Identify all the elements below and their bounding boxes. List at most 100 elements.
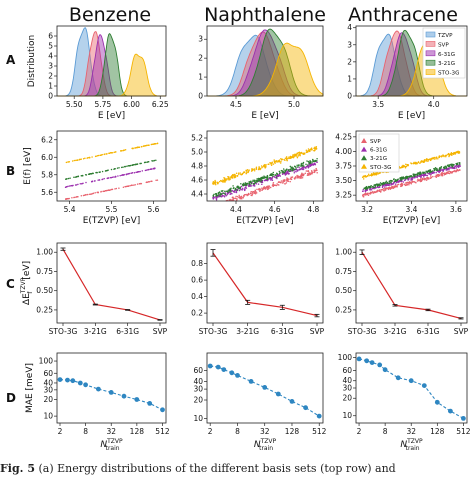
scatter-point — [280, 181, 282, 184]
scatter-point — [362, 188, 365, 191]
x-tick-label: 2 — [208, 427, 213, 436]
scatter-point — [212, 182, 215, 185]
scatter-point — [413, 176, 415, 179]
scatter-point — [237, 172, 240, 174]
scatter-point — [115, 187, 118, 190]
scatter-point — [271, 175, 274, 177]
axes-frame — [206, 242, 324, 324]
scatter-point — [133, 171, 136, 174]
scatter-point — [69, 177, 71, 179]
scatter-point — [315, 145, 318, 148]
mae-line — [210, 365, 320, 417]
scatter-point — [241, 198, 243, 200]
y-tick-label: 4.4 — [191, 190, 203, 199]
y-tick-label: 0 — [48, 92, 53, 101]
scatter-point — [266, 188, 269, 191]
scatter-point — [296, 155, 298, 157]
y-tick-label: 5.6 — [41, 188, 53, 197]
scatter-point — [242, 195, 245, 197]
x-tick-label: 128 — [285, 427, 300, 436]
scatter-point — [150, 143, 153, 146]
scatter-point — [228, 176, 230, 178]
y-tick-label: 0.8 — [191, 259, 203, 268]
scatter-point — [406, 163, 409, 166]
scatter-point — [240, 173, 243, 176]
legend-swatch-3-21g — [425, 59, 436, 66]
axes-frame — [56, 242, 167, 324]
scatter-point — [297, 151, 300, 154]
x-tick-label: 3.5 — [372, 100, 384, 109]
scatter-point — [274, 184, 276, 186]
scatter-point — [309, 164, 312, 166]
mae-point — [356, 356, 362, 362]
scatter-point — [383, 186, 386, 188]
legend-label-3-21g: 3-21G — [370, 156, 387, 162]
scatter-point — [455, 167, 458, 169]
scatter-point — [362, 195, 365, 198]
scatter-point — [270, 164, 273, 167]
scatter-point — [387, 182, 389, 185]
x-tick-label: 4.4 — [230, 205, 242, 214]
mae-point — [147, 401, 153, 406]
error-bar — [92, 303, 98, 306]
scatter-point — [85, 174, 88, 176]
scatter-point — [366, 187, 368, 189]
panel-c-anthracene: STO-3G 3-21G 6-31G SVP 0.25 0.50 0.75 1.00 — [335, 242, 469, 336]
scatter-point — [380, 190, 382, 193]
scatter-point — [438, 174, 441, 177]
scatter-point — [232, 176, 234, 179]
scatter-point — [315, 148, 318, 150]
scatter-point — [270, 179, 272, 181]
scatter-point — [113, 176, 115, 178]
scatter-point — [107, 177, 110, 179]
scatter-point — [100, 154, 103, 156]
scatter-point — [307, 148, 310, 150]
scatter-point — [235, 188, 237, 190]
scatter-series-3-21g — [363, 162, 461, 191]
scatter-point — [305, 149, 308, 152]
scatter-point — [383, 189, 385, 192]
scatter-point — [230, 190, 232, 193]
scatter-point — [70, 184, 73, 187]
scatter-point — [267, 176, 269, 179]
scatter-point — [271, 162, 273, 165]
scatter-point — [368, 174, 370, 177]
scatter-point — [89, 172, 92, 175]
x-tick-label: 2 — [58, 427, 63, 436]
scatter-point — [459, 163, 461, 165]
scatter-point — [405, 182, 407, 184]
scatter-point — [72, 184, 74, 187]
scatter-point — [125, 173, 128, 175]
scatter-point — [376, 183, 379, 185]
scatter-point — [248, 180, 250, 183]
y-tick-label: 0.4 — [191, 292, 203, 301]
scatter-point — [381, 186, 384, 189]
scatter-point — [440, 167, 442, 170]
scatter-point — [446, 171, 448, 174]
scatter-point — [257, 183, 260, 185]
scatter-point — [140, 182, 143, 185]
scatter-point — [448, 154, 451, 157]
scatter-point — [264, 176, 266, 179]
scatter-point — [245, 183, 247, 186]
scatter-point — [114, 167, 116, 170]
scatter-point — [77, 183, 79, 186]
scatter-point — [155, 179, 157, 182]
mae-point — [364, 358, 370, 364]
scatter-point — [297, 155, 300, 157]
scatter-point — [236, 195, 239, 198]
scatter-point — [97, 179, 99, 181]
scatter-point — [218, 180, 221, 183]
scatter-point — [309, 172, 311, 175]
scatter-point — [446, 167, 449, 170]
y-tick-label: 4 — [48, 52, 53, 61]
scatter-point — [391, 183, 393, 185]
scatter-point — [401, 184, 404, 187]
scatter-point — [126, 165, 128, 167]
scatter-point — [82, 194, 85, 197]
scatter-point — [233, 190, 235, 193]
legend-label-svp: SVP — [370, 139, 381, 145]
scatter-point — [362, 178, 365, 180]
